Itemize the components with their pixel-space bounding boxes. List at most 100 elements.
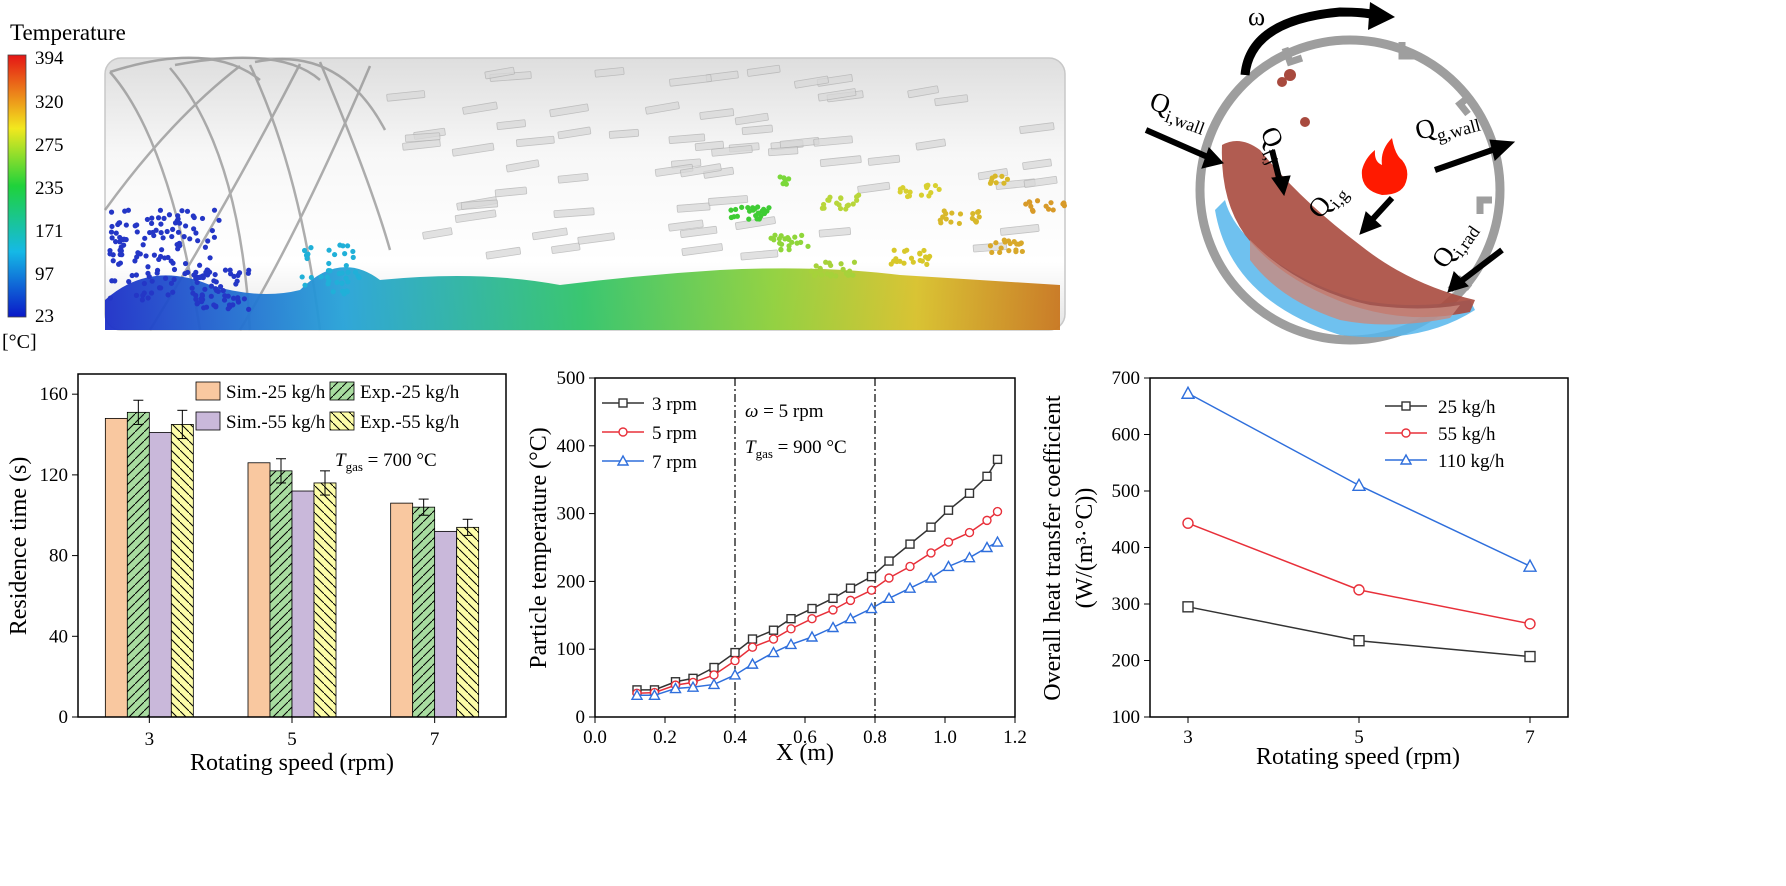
colorbar-ticks: 394 320 275 235 171 97 23 [35,48,64,327]
particle [222,267,229,273]
bar-hatch [456,527,479,717]
lifter-plate [460,199,499,210]
particle [838,195,844,201]
lifter-plate [485,246,522,260]
y-tick-label: 500 [557,368,586,389]
bar-series-group [104,411,480,718]
particle [191,214,197,221]
data-point-triangle [728,668,742,680]
legend-label: Sim.-25 kg/h [226,382,326,403]
particle [149,215,155,221]
particle [143,253,149,259]
particle [1048,200,1054,206]
particle [1016,241,1022,247]
particle [145,264,151,270]
particle [956,220,962,227]
particle [231,273,237,280]
colorbar-tick: 275 [35,135,64,156]
data-point-triangle [746,657,759,669]
bar-hatch [314,482,336,717]
particle [1004,176,1011,182]
data-point-triangle [686,680,700,692]
data-point-square [943,505,954,515]
particle [1045,206,1052,212]
particle [157,207,164,213]
particle [989,249,995,256]
particle [216,217,222,223]
particle [998,245,1004,251]
particle [345,269,351,275]
particle [777,240,783,246]
line-series-group [630,454,1004,701]
legend-label: Exp.-25 kg/h [360,382,460,403]
particle [147,229,153,236]
particle [170,289,176,295]
colorbar-tick: 23 [35,306,54,327]
lifter-plate [557,126,592,140]
particle [901,260,907,266]
drum-simulation-panel: Temperature 394 320 275 235 171 97 23 [°… [0,0,1080,360]
x-tick-label: 0.4 [723,727,747,748]
particle [149,278,155,284]
drum-lifters [386,64,1058,261]
particle [854,197,860,203]
plot-frame [1149,377,1569,718]
particle [109,235,115,241]
lifter-plate [681,243,723,256]
heat-transfer-coefficient-chart: 100 200 300 400 500 600 700 3 5 7 25 kg/h 55 kg/h… [1040,360,1786,886]
y-tick-label: 120 [40,465,69,486]
particle [160,235,166,241]
temperature-annotation: Tgas = 700 °C [335,450,437,474]
data-point-square [1524,650,1536,663]
particle [907,189,913,195]
particle [144,216,150,223]
y-axis-label: Particle temperature (°C) [526,427,552,669]
schematic-bed-cold [1215,200,1475,338]
data-point-triangle [1180,385,1196,399]
particle [156,256,162,263]
data-point-circle [866,585,877,595]
bar [434,530,458,718]
particle [1013,249,1019,255]
particle [332,251,338,258]
omega-annotation: ω = 5 rpm [745,401,824,422]
particle [211,278,217,284]
particle [823,259,829,265]
particle [121,236,127,242]
data-point-circle [926,548,936,558]
particle [739,204,745,210]
particle [948,219,954,225]
data-point-triangle [980,541,994,553]
particle [772,232,778,238]
x-tick-label: 0.0 [583,727,607,748]
residence-time-chart: 0 40 80 120 160 3 5 7 Sim.-25 kg/h Exp.-25 kg/h… [0,360,520,886]
particle [227,267,233,273]
series-line [636,510,998,695]
data-point-square [926,522,936,532]
loose-particle [1284,69,1296,81]
data-point-square [866,571,877,582]
particle [162,275,169,281]
loose-particle [1300,117,1310,127]
y-tick-label: 200 [557,571,586,592]
legend-label: 3 rpm [652,394,697,415]
y-tick-label: 300 [557,504,586,525]
lifter-plate [454,209,497,223]
colorbar-tick: 171 [35,221,64,242]
y-tick-label: 100 [557,639,586,660]
particle [817,267,824,273]
bar-hatch [127,412,150,717]
particle [208,283,214,289]
particle [1060,201,1066,207]
particle [833,273,839,279]
data-point-circle [730,656,740,666]
data-point-triangle [1522,558,1538,572]
x-axis-label: X (m) [776,740,834,766]
particle [199,292,205,298]
particle [805,243,811,249]
particle [919,258,925,264]
data-point-circle [905,561,915,572]
particle [746,216,752,222]
particle [840,266,846,272]
particle [918,192,925,198]
